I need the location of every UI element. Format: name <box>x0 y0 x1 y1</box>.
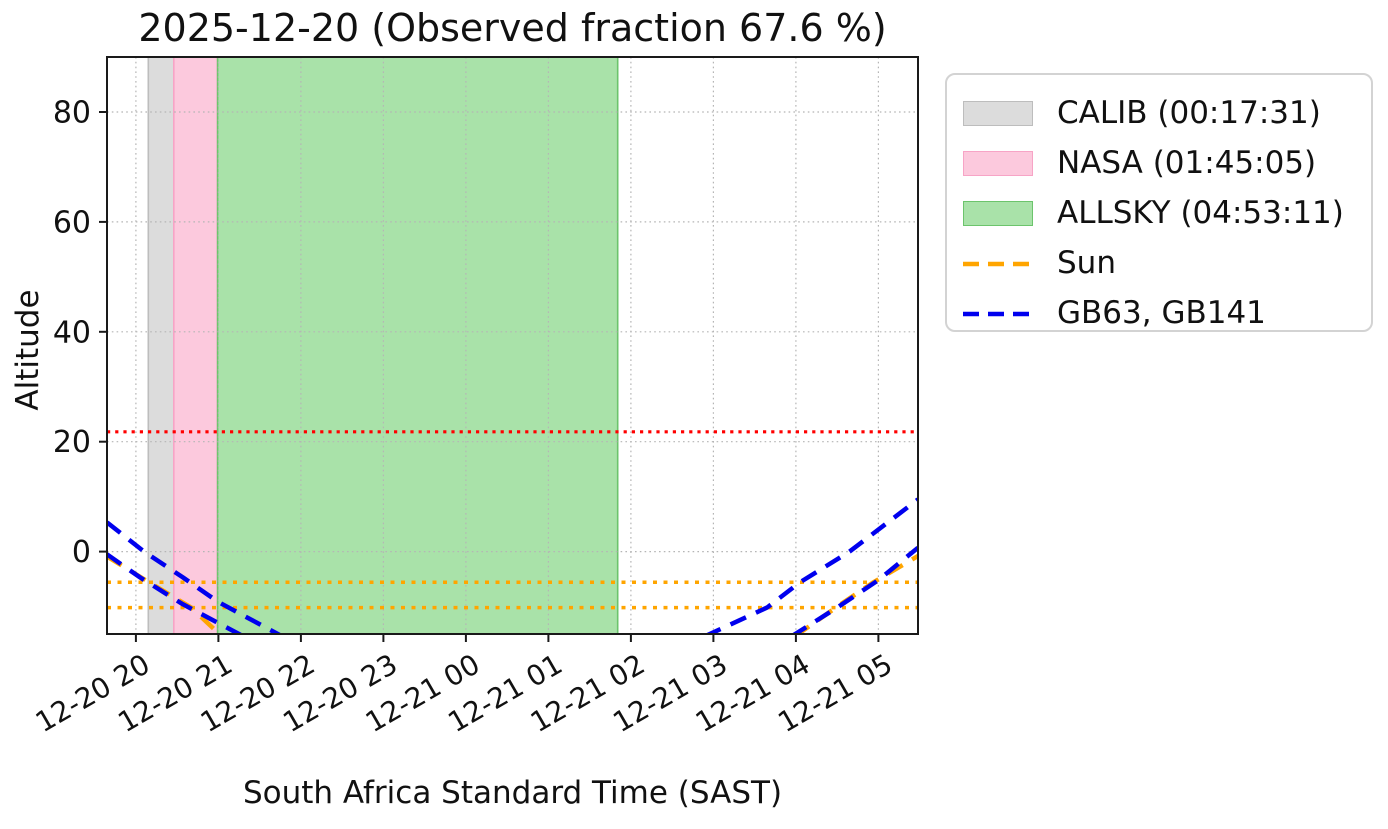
legend-item-nasa: NASA (01:45:05) <box>963 138 1351 188</box>
legend-label-calib: CALIB (00:17:31) <box>1057 95 1321 131</box>
legend-label-sun: Sun <box>1057 245 1116 281</box>
plot-spines <box>106 56 919 635</box>
grid-lines <box>107 57 918 634</box>
y-tick-label: 60 <box>53 205 91 240</box>
tick-marks <box>99 111 880 642</box>
legend-label-nasa: NASA (01:45:05) <box>1057 145 1317 181</box>
series-gb63 <box>107 520 283 634</box>
band-nasa <box>173 57 219 634</box>
legend-swatch-allsky <box>963 200 1033 226</box>
chart-title: 2025-12-20 (Observed fraction 67.6 %) <box>138 6 887 50</box>
legend-box: CALIB (00:17:31) NASA (01:45:05) ALLSKY (0… <box>945 73 1373 332</box>
y-tick-label: 40 <box>53 315 91 350</box>
band-allsky <box>216 57 619 634</box>
legend-swatch-nasa <box>963 150 1033 176</box>
legend-label-allsky: ALLSKY (04:53:11) <box>1057 195 1344 231</box>
observation-bands <box>147 57 619 634</box>
y-axis-label: Altitude <box>10 289 46 411</box>
y-tick-label: 0 <box>72 535 91 570</box>
legend-swatch-sun <box>963 261 1033 266</box>
legend-swatch-gb63-gb141 <box>963 311 1033 316</box>
legend-item-allsky: ALLSKY (04:53:11) <box>963 188 1351 238</box>
series-sun <box>107 554 223 634</box>
legend-swatch-calib <box>963 100 1033 126</box>
series-gb141 <box>107 552 244 634</box>
series-gb141 <box>791 545 918 634</box>
series-sun <box>794 554 918 634</box>
legend-item-calib: CALIB (00:17:31) <box>963 88 1351 138</box>
series-gb63 <box>704 497 918 634</box>
data-series <box>107 497 918 634</box>
x-axis-label: South Africa Standard Time (SAST) <box>242 775 783 811</box>
band-calib <box>147 57 175 634</box>
y-tick-labels: 0 20 40 60 80 <box>53 96 91 571</box>
legend-label-gb63-gb141: GB63, GB141 <box>1057 295 1266 331</box>
legend-item-sun: Sun <box>963 238 1351 288</box>
y-tick-label: 20 <box>53 425 91 460</box>
y-tick-label: 80 <box>53 96 91 131</box>
legend-item-gb63-gb141: GB63, GB141 <box>963 288 1351 338</box>
